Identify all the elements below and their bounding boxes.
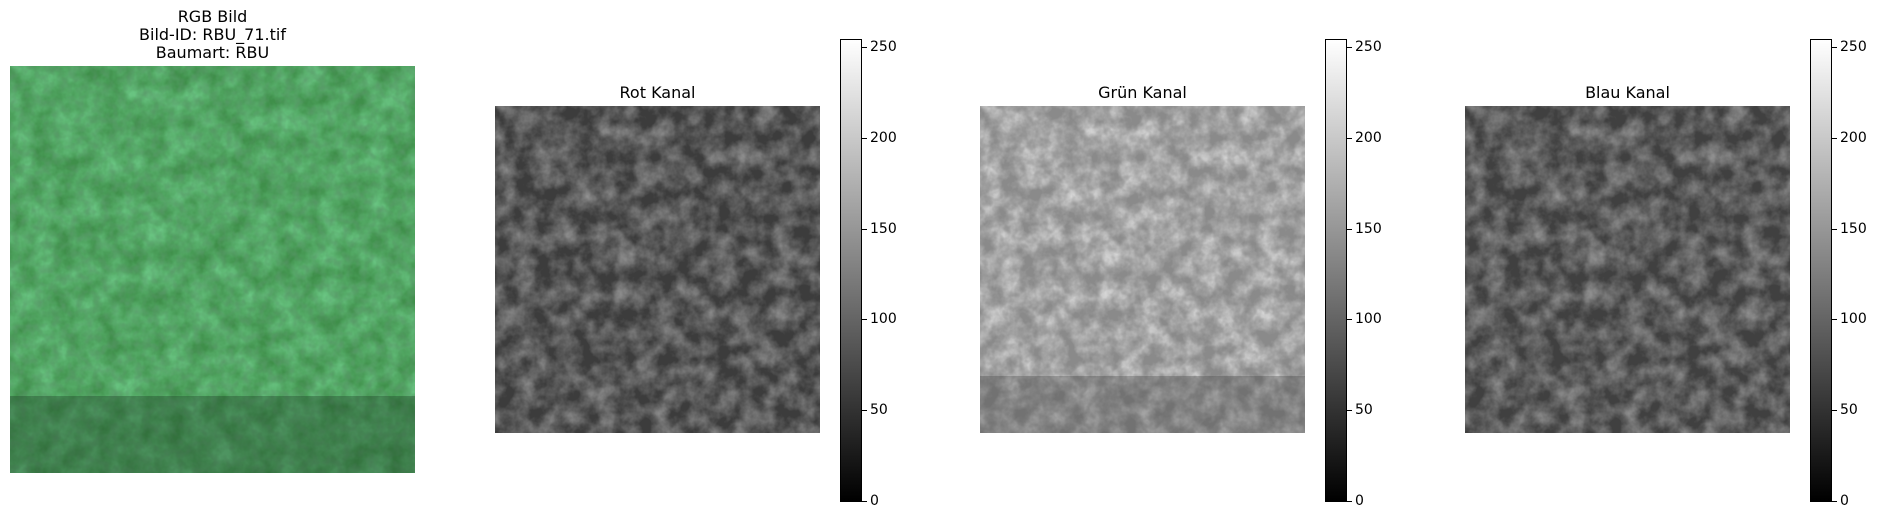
green-channel-image bbox=[980, 106, 1305, 433]
blue-cbar-tick-200: 200 bbox=[1840, 130, 1867, 146]
blue-cbar-tick-50: 50 bbox=[1840, 402, 1858, 418]
rgb-title-line-2: Bild-ID: RBU_71.tif bbox=[139, 25, 286, 44]
rgb-title-line-1: RGB Bild bbox=[177, 7, 248, 26]
rgb-title-line-3: Baumart: RBU bbox=[155, 43, 270, 62]
rgb-image bbox=[10, 66, 415, 473]
blue-cbar-tick-100: 100 bbox=[1840, 311, 1867, 327]
green-cbar-tick-250: 250 bbox=[1355, 39, 1382, 55]
green-cbar-tick-100: 100 bbox=[1355, 311, 1382, 327]
red-cbar-tick-250: 250 bbox=[870, 39, 897, 55]
blue-channel-image bbox=[1465, 106, 1790, 433]
red-colorbar bbox=[840, 39, 862, 502]
red-channel-title: Rot Kanal bbox=[619, 83, 696, 102]
red-cbar-tick-150: 150 bbox=[870, 221, 897, 237]
green-cbar-tick-0: 0 bbox=[1355, 493, 1364, 509]
blue-colorbar bbox=[1810, 39, 1832, 502]
blue-cbar-tick-250: 250 bbox=[1840, 39, 1867, 55]
rgb-title: RGB Bild Bild-ID: RBU_71.tif Baumart: RB… bbox=[10, 8, 415, 62]
blue-cbar-tick-0: 0 bbox=[1840, 493, 1849, 509]
blue-channel-title: Blau Kanal bbox=[1585, 83, 1670, 102]
green-cbar-tick-150: 150 bbox=[1355, 221, 1382, 237]
red-cbar-tick-50: 50 bbox=[870, 402, 888, 418]
red-cbar-tick-100: 100 bbox=[870, 311, 897, 327]
blue-cbar-tick-150: 150 bbox=[1840, 221, 1867, 237]
red-cbar-tick-0: 0 bbox=[870, 493, 879, 509]
red-channel-image bbox=[495, 106, 820, 433]
green-channel-title: Grün Kanal bbox=[1098, 83, 1187, 102]
green-cbar-tick-50: 50 bbox=[1355, 402, 1373, 418]
green-colorbar bbox=[1325, 39, 1347, 502]
green-cbar-tick-200: 200 bbox=[1355, 130, 1382, 146]
red-cbar-tick-200: 200 bbox=[870, 130, 897, 146]
